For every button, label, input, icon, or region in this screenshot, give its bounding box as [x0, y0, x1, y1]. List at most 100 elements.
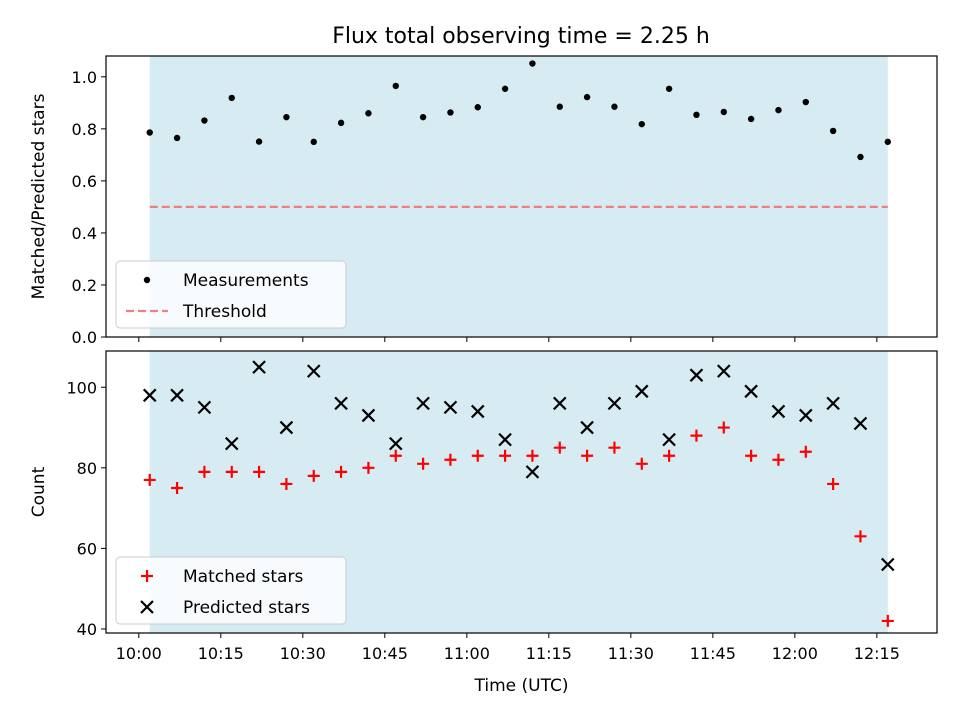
measurement-point — [802, 98, 809, 106]
predicted-star-point — [470, 404, 485, 419]
predicted-star-point — [443, 400, 458, 415]
y-tick-label: 1.0 — [72, 68, 97, 87]
matched-star-point — [417, 457, 430, 470]
matched-star-point — [335, 465, 348, 478]
measurement-point — [146, 129, 153, 136]
y-axis-label: Matched/Predicted stars — [29, 93, 49, 299]
y-tick-label: 60 — [77, 539, 97, 558]
series-measurements — [146, 60, 891, 161]
matched-star-point — [499, 449, 512, 462]
matched-star-point — [663, 449, 676, 462]
y-tick-label: 0.4 — [72, 224, 97, 243]
predicted-star-point — [416, 396, 430, 411]
measurement-point — [720, 108, 727, 116]
legend-label: Threshold — [182, 302, 267, 322]
matched-star-point — [772, 453, 785, 466]
predicted-star-point — [853, 416, 868, 431]
x-tick-label: 12:15 — [854, 644, 900, 663]
x-tick-label: 10:30 — [280, 644, 326, 663]
predicted-star-point — [334, 396, 348, 411]
measurement-point — [310, 138, 317, 146]
x-tick-label: 11:45 — [690, 644, 736, 663]
measurement-point — [255, 138, 263, 145]
y-tick-label: 80 — [77, 459, 97, 478]
measurement-point — [665, 85, 673, 92]
legend-marker-dot — [143, 276, 151, 284]
x-tick-label: 10:15 — [198, 644, 244, 663]
matched-star-point — [471, 449, 484, 462]
y-tick-label: 100 — [66, 378, 97, 397]
predicted-star-point — [361, 408, 376, 423]
predicted-star-point — [279, 420, 294, 435]
matched-star-point — [553, 441, 566, 454]
measurement-point — [337, 119, 345, 127]
predicted-star-point — [744, 384, 758, 399]
x-axis-label: Time (UTC) — [474, 676, 569, 696]
matched-star-point — [171, 481, 184, 494]
y-tick-label: 0.2 — [72, 276, 97, 295]
measurement-point — [638, 120, 645, 128]
measurement-point — [775, 106, 782, 114]
measurement-point — [857, 153, 864, 161]
measurement-point — [447, 109, 454, 116]
y-tick-label: 0.8 — [72, 120, 97, 139]
matched-star-point — [827, 477, 840, 490]
legend-label: Matched stars — [183, 567, 303, 587]
matched-star-point — [581, 449, 594, 462]
chart-title: Flux total observing time = 2.25 h — [332, 24, 710, 49]
measurement-point — [829, 127, 837, 135]
predicted-star-point — [607, 396, 622, 411]
x-tick-label: 11:00 — [444, 644, 490, 663]
matched-star-point — [253, 465, 266, 478]
predicted-star-point — [717, 364, 731, 378]
predicted-star-point — [881, 557, 895, 572]
x-tick-label: 10:00 — [116, 644, 162, 663]
predicted-star-point — [252, 360, 266, 374]
series-matched-stars — [143, 421, 894, 627]
predicted-star-point — [689, 368, 704, 382]
measurement-point — [611, 103, 618, 110]
measurement-point — [747, 115, 755, 123]
legend-label: Predicted stars — [183, 598, 310, 618]
measurement-point — [228, 94, 235, 102]
matched-star-point — [745, 449, 758, 462]
predicted-star-point — [306, 364, 321, 378]
x-tick-label: 10:45 — [362, 644, 408, 663]
measurement-point — [583, 93, 591, 101]
matched-star-point — [690, 429, 703, 442]
matched-star-point — [280, 477, 293, 490]
measurement-point — [392, 82, 399, 90]
measurement-point — [419, 113, 427, 121]
matched-star-point — [608, 441, 621, 454]
measurement-point — [693, 111, 700, 119]
x-tick-label: 11:30 — [608, 644, 654, 663]
legend-box — [115, 556, 347, 625]
x-tick-label: 12:00 — [772, 644, 818, 663]
measurement-point — [365, 110, 372, 117]
predicted-star-point — [224, 436, 239, 451]
predicted-star-point — [525, 465, 540, 479]
legend-label: Measurements — [183, 271, 309, 291]
matched-star-point — [225, 465, 238, 478]
measurement-point — [884, 138, 891, 146]
y-tick-label: 0.0 — [72, 328, 97, 347]
matched-star-point — [799, 445, 812, 458]
legend-marker-plus — [141, 570, 153, 582]
axes-frame — [105, 55, 938, 338]
count-panel: 40 60 80 100 10:00 10:15 10:30 10:45 11:00 11:15 1… — [29, 350, 938, 696]
ratio-panel: 0.0 0.2 0.4 0.6 0.8 1.0 Matched/Predicted star… — [29, 55, 938, 347]
matched-star-point — [143, 473, 156, 486]
measurement-point — [173, 134, 181, 142]
predicted-star-point — [634, 384, 649, 399]
legend: Matched stars Predicted stars — [115, 556, 347, 625]
legend-marker-x — [140, 600, 154, 614]
matched-star-point — [444, 453, 457, 466]
y-tick-label: 0.6 — [72, 172, 97, 191]
measurement-point — [501, 85, 509, 92]
measurement-point — [474, 104, 481, 111]
matched-star-point — [362, 461, 375, 474]
measurement-point — [556, 103, 563, 110]
matched-star-point — [526, 449, 539, 462]
predicted-star-point — [142, 388, 157, 403]
